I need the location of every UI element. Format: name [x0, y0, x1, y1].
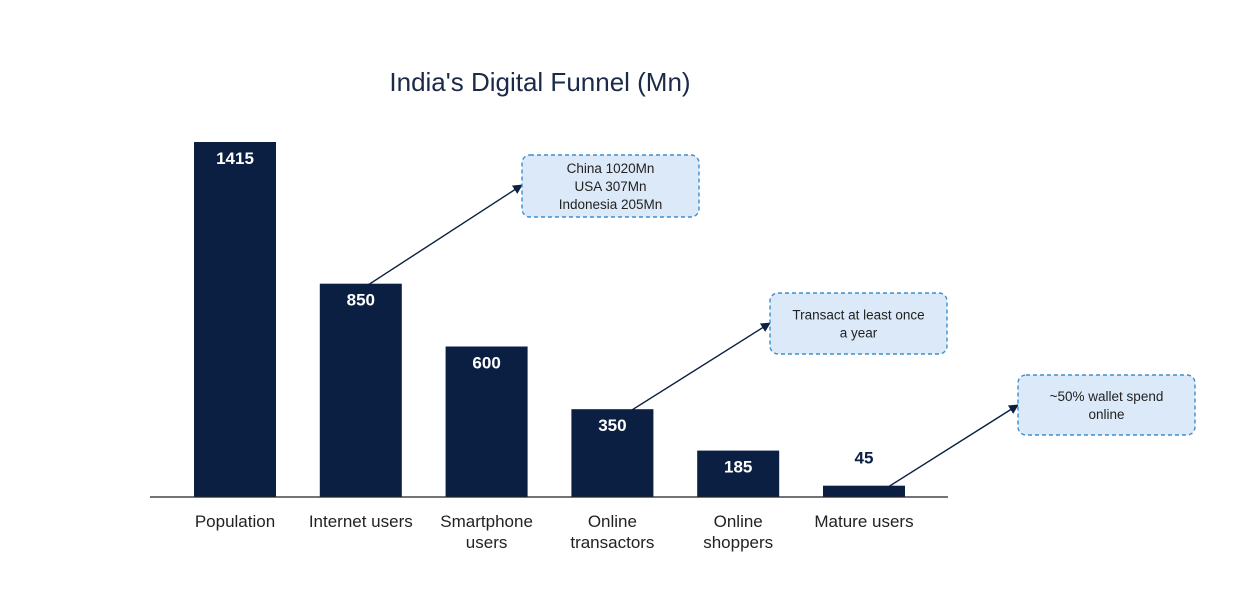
callout-box-1 — [769, 292, 948, 355]
x-tick-label-5: Mature users — [814, 512, 913, 531]
callout-0: China 1020Mn USA 307Mn Indonesia 205Mn — [521, 154, 700, 218]
callout-box-0 — [521, 154, 700, 218]
x-tick-label-4: Online shoppers — [703, 512, 773, 552]
x-tick-label-3: Online transactors — [570, 512, 654, 552]
bar-3 — [571, 409, 654, 497]
callout-1: Transact at least once a year — [769, 292, 948, 355]
bar-2 — [445, 346, 528, 497]
bar-value-label-0: 1415 — [216, 149, 254, 168]
bar-value-label-2: 600 — [472, 354, 500, 373]
bar-value-label-4: 185 — [724, 458, 752, 477]
callout-arrow-0 — [367, 184, 523, 286]
callout-box-2 — [1017, 374, 1196, 436]
bar-value-label-5: 45 — [855, 449, 874, 468]
x-tick-label-1: Internet users — [309, 512, 413, 531]
chart-title: India's Digital Funnel (Mn) — [389, 67, 690, 97]
callout-2: ~50% wallet spend online — [1017, 374, 1196, 436]
callout-text-1: Transact at least once a year — [792, 308, 924, 341]
x-tick-label-0: Population — [195, 512, 275, 531]
x-tick-label-2: Smartphone users — [440, 512, 533, 552]
bar-5 — [823, 485, 905, 497]
bar-0 — [194, 142, 276, 497]
callout-arrow-1 — [631, 322, 771, 411]
callout-text-2: ~50% wallet spend online — [1050, 389, 1164, 422]
bar-1 — [319, 283, 402, 497]
bar-4 — [697, 450, 780, 497]
callout-text-0: China 1020Mn USA 307Mn Indonesia 205Mn — [559, 161, 663, 212]
callout-arrow-2 — [884, 404, 1019, 490]
bar-value-label-1: 850 — [347, 291, 375, 310]
bar-value-label-3: 350 — [598, 416, 626, 435]
